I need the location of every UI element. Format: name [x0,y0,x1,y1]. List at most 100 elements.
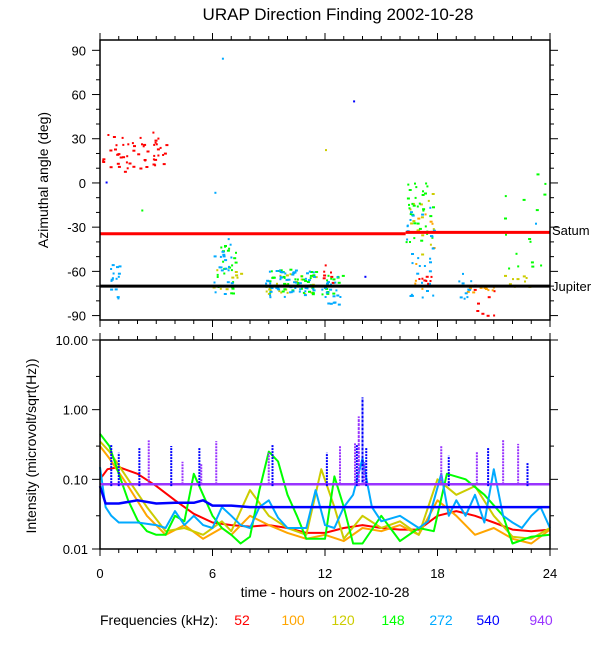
azimuth-point-120 [432,228,435,231]
azimuth-point-272 [222,253,226,256]
azimuth-point-52 [481,312,485,315]
azimuth-point-272 [293,271,297,274]
intensity-ticks [92,333,558,556]
azimuth-point-272 [416,272,420,275]
azimuth-point-148 [536,173,540,176]
azimuth-point-148 [232,292,235,295]
azimuth-point-272 [304,287,307,290]
azimuth-point-100 [415,263,418,265]
azimuth-point-148 [296,283,299,286]
azimuth-point-148 [508,267,511,270]
azimuth-point-148 [515,252,518,255]
azimuth-ytick-label: 60 [72,88,86,103]
azimuth-point-148 [281,290,285,293]
azimuth-ytick-label: 0 [79,176,86,191]
azimuth-point-272 [421,281,423,284]
azimuth-point-148 [321,293,324,296]
azimuth-point-52 [139,136,142,139]
azimuth-point-120 [267,292,271,295]
azimuth-point-52 [152,163,156,166]
azimuth-point-148 [311,293,315,296]
azimuth-point-148 [426,232,429,235]
azimuth-point-120 [431,193,435,195]
azimuth-point-52 [477,302,480,305]
azimuth-point-148 [522,198,526,201]
azimuth-point-52 [430,275,433,278]
azimuth-point-52 [146,150,150,153]
azimuth-point-52 [102,159,105,162]
time-tick-label: 0 [96,566,103,581]
time-xlabel: time - hours on 2002-10-28 [241,584,410,600]
azimuth-point-272 [279,276,283,279]
legend-title: Frequencies (kHz): [100,612,218,628]
azimuth-point-120 [429,243,432,246]
jupiter-label: Jupiter [552,279,592,294]
azimuth-point-272 [279,278,282,281]
azimuth-point-272 [277,288,281,291]
azimuth-point-148 [528,238,532,240]
azimuth-point-148 [429,215,433,218]
azimuth-point-272 [426,290,429,292]
azimuth-point-272 [284,272,287,275]
intensity-ylabel: Intensity (microvolt/sqrt(Hz)) [23,358,39,533]
azimuth-point-120 [516,278,520,281]
azimuth-point-148 [326,279,329,282]
azimuth-point-120 [285,274,289,277]
azimuth-point-272 [327,302,331,305]
azimuth-point-52 [157,137,160,140]
azimuth-point-120 [289,273,292,276]
azimuth-point-272 [461,282,465,285]
azimuth-point-272 [289,291,292,294]
azimuth-ytick-label: -90 [67,309,86,324]
azimuth-point-272 [330,283,332,286]
azimuth-point-100 [487,289,490,292]
azimuth-point-272 [406,238,409,241]
azimuth-point-272 [463,297,466,300]
azimuth-point-272 [110,268,113,270]
azimuth-point-100 [483,287,486,289]
azimuth-point-272 [336,276,339,278]
azimuth-point-272 [308,270,311,273]
azimuth-point-148 [408,189,412,191]
azimuth-ytick-label: -60 [67,264,86,279]
azimuth-point-148 [296,278,299,281]
azimuth-point-52 [122,156,126,159]
azimuth-point-272 [281,271,285,274]
azimuth-outlier-540 [364,275,367,278]
azimuth-point-120 [225,288,229,291]
azimuth-point-148 [235,251,237,254]
reference-lines [100,230,550,288]
azimuth-point-272 [230,282,234,285]
azimuth-point-148 [337,281,341,284]
azimuth-point-272 [223,293,227,295]
azimuth-point-52 [116,162,120,165]
azimuth-point-148 [294,278,297,281]
azimuth-point-272 [337,303,341,306]
azimuth-point-52 [323,270,326,273]
azimuth-point-272 [276,287,280,290]
azimuth-point-148 [425,182,428,185]
azimuth-point-148 [422,209,425,212]
azimuth-point-52 [429,280,432,282]
legend-item-100: 100 [281,612,305,628]
azimuth-point-272 [417,257,420,260]
azimuth-point-272 [458,280,461,283]
azimuth-point-52 [121,136,124,139]
frequency-legend: Frequencies (kHz): 52 100 120 148 272 540 940 [100,612,553,628]
azimuth-point-148 [224,245,227,247]
azimuth-point-52 [102,161,106,163]
azimuth-point-272 [323,287,327,289]
azimuth-point-148 [300,275,303,278]
azimuth-point-272 [409,219,412,221]
azimuth-point-52 [154,164,157,167]
azimuth-point-100 [472,291,476,294]
azimuth-point-272 [224,259,228,262]
azimuth-point-120 [525,277,528,279]
azimuth-point-272 [428,270,432,273]
azimuth-point-272 [269,294,272,297]
azimuth-point-52 [142,145,145,148]
azimuth-point-52 [165,144,169,147]
azimuth-point-148 [424,225,427,228]
azimuth-point-272 [313,275,317,278]
azimuth-point-272 [110,288,114,291]
